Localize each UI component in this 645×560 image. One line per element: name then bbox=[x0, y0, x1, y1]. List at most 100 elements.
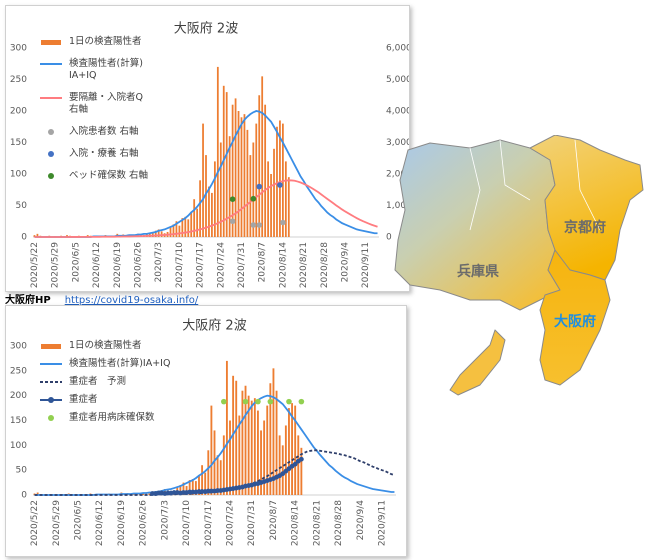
bar bbox=[172, 224, 175, 237]
bar bbox=[231, 104, 234, 237]
legend-label: 重症者 bbox=[69, 394, 98, 405]
bar bbox=[279, 120, 281, 237]
y-tick-label: 0 bbox=[21, 491, 27, 501]
x-tick-label: 2020/6/19 bbox=[113, 242, 123, 288]
map-label: 京都府 bbox=[564, 219, 606, 236]
x-tick-label: 2020/6/26 bbox=[133, 242, 143, 288]
x-tick-label: 2020/5/22 bbox=[30, 500, 40, 546]
bar bbox=[284, 425, 287, 495]
bar bbox=[213, 430, 216, 495]
legend-swatch bbox=[40, 63, 62, 65]
point bbox=[256, 183, 263, 190]
legend-entry: 要隔離・入院者Q 右軸 bbox=[39, 92, 148, 116]
x-tick-label: 2020/6/12 bbox=[95, 500, 105, 546]
bar bbox=[249, 155, 252, 237]
swatch bbox=[48, 151, 54, 157]
bar bbox=[210, 405, 213, 495]
legend-swatch bbox=[41, 344, 61, 349]
x-tick-label: 2020/6/19 bbox=[117, 500, 127, 546]
source-url[interactable]: https://covid19-osaka.info/ bbox=[64, 295, 199, 306]
bar bbox=[263, 420, 266, 495]
legend-entry: 検査陽性者(計算)IA+IQ bbox=[39, 358, 170, 370]
point bbox=[286, 398, 292, 405]
legend-label: 検査陽性者(計算)IA+IQ bbox=[69, 358, 171, 369]
legend-swatch bbox=[40, 97, 62, 99]
bar bbox=[228, 136, 231, 237]
bar bbox=[36, 492, 39, 495]
bar bbox=[157, 229, 160, 237]
swatch bbox=[48, 415, 54, 421]
legend-label: ベッド確保数 右軸 bbox=[69, 170, 149, 181]
bar bbox=[181, 218, 184, 237]
x-tick-label: 2020/7/31 bbox=[237, 242, 247, 288]
bar bbox=[202, 123, 204, 237]
bar bbox=[66, 235, 68, 237]
x-tick-label: 2020/8/28 bbox=[334, 500, 344, 546]
x-tick-label: 2020/7/17 bbox=[196, 242, 206, 288]
bar bbox=[196, 208, 199, 237]
bar bbox=[291, 403, 293, 495]
legend-label: 1日の検査陽性者 bbox=[69, 340, 142, 351]
point bbox=[267, 398, 274, 405]
bar bbox=[154, 230, 157, 237]
swatch bbox=[48, 397, 54, 403]
bar bbox=[145, 493, 148, 495]
legend: 1日の検査陽性者検査陽性者(計算) IA+IQ 要隔離・入院者Q 右軸入院患者数 … bbox=[39, 36, 148, 182]
swatch bbox=[41, 344, 61, 349]
y2-tick-label: 0 bbox=[386, 233, 392, 243]
bar bbox=[33, 235, 36, 237]
bar bbox=[278, 435, 281, 495]
legend-entry: 1日の検査陽性者 bbox=[39, 340, 170, 352]
x-tick-label: 2020/6/5 bbox=[73, 500, 83, 540]
bar bbox=[184, 216, 187, 237]
point bbox=[256, 222, 263, 228]
x-tick-label: 2020/8/14 bbox=[278, 242, 288, 288]
legend-label: 重症者 予測 bbox=[69, 376, 127, 387]
x-tick-label: 2020/8/21 bbox=[312, 500, 322, 546]
bar bbox=[205, 155, 207, 237]
bar bbox=[179, 485, 182, 495]
legend-entry: 検査陽性者(計算) IA+IQ bbox=[39, 58, 148, 82]
bar bbox=[207, 450, 210, 495]
y-tick-label: 100 bbox=[10, 441, 27, 451]
bar bbox=[237, 111, 240, 237]
x-tick-label: 2020/7/3 bbox=[154, 242, 164, 282]
legend-entry: 重症者 予測 bbox=[39, 376, 170, 388]
bar bbox=[240, 117, 243, 237]
bar bbox=[272, 368, 275, 495]
bar bbox=[169, 227, 172, 237]
y-tick-label: 100 bbox=[10, 170, 27, 180]
point bbox=[250, 195, 257, 202]
y-tick-label: 50 bbox=[16, 201, 28, 211]
bar bbox=[188, 480, 191, 495]
y-tick-label: 300 bbox=[10, 342, 27, 352]
bar bbox=[193, 199, 196, 237]
bar bbox=[199, 180, 201, 237]
point bbox=[250, 222, 257, 228]
bar bbox=[244, 385, 247, 495]
bar bbox=[187, 219, 190, 237]
y2-tick-label: 2,000 bbox=[386, 170, 409, 180]
border bbox=[469, 139, 601, 231]
legend-label: 入院患者数 右軸 bbox=[69, 126, 139, 137]
y-tick-label: 200 bbox=[10, 391, 27, 401]
legend-swatch bbox=[48, 151, 54, 157]
y2-tick-label: 3,000 bbox=[386, 138, 409, 148]
bar bbox=[238, 415, 241, 495]
kyoto bbox=[529, 135, 644, 281]
line-marker bbox=[292, 461, 298, 467]
legend-swatch bbox=[40, 397, 62, 403]
legend-label: 入院・療養 右軸 bbox=[69, 148, 139, 159]
x-tick-label: 2020/7/17 bbox=[204, 500, 214, 546]
bar bbox=[294, 405, 297, 495]
awaji bbox=[449, 329, 506, 396]
point bbox=[298, 398, 305, 405]
bar bbox=[213, 161, 216, 237]
point bbox=[242, 398, 249, 405]
chart-panel: 大阪府 2波 0 50 100 150 200 250 300 0 1,000 2,000 3,000… bbox=[5, 5, 410, 292]
legend-entry: 入院・療養 右軸 bbox=[39, 148, 148, 160]
legend-entry: 1日の検査陽性者 bbox=[39, 36, 148, 48]
chart-panel: 大阪府 2波 0 50 100 150 200 250 300 2020/5/22 2020/5/… bbox=[5, 305, 407, 557]
bar bbox=[222, 435, 225, 495]
